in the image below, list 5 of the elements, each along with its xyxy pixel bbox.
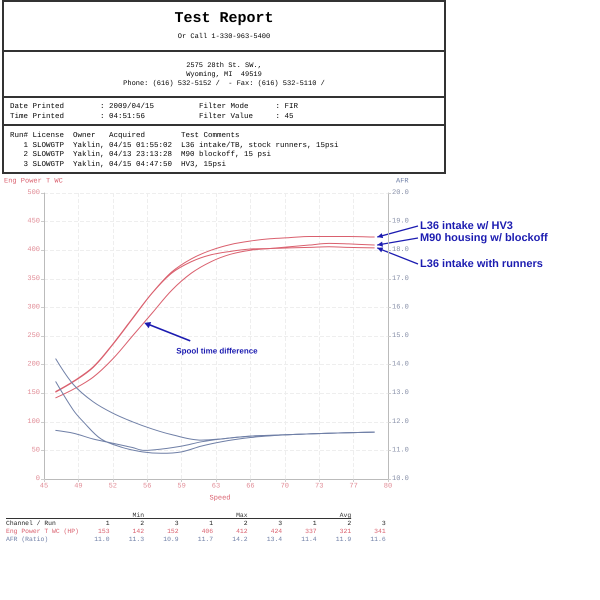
text: M90 housing w/ blockoff xyxy=(420,232,548,244)
text: L36 intake w/ HV3 xyxy=(420,220,513,232)
text: L36 intake with runners xyxy=(420,258,543,270)
chart-title: Test Report xyxy=(173,10,275,27)
annotation: Spool time difference xyxy=(176,346,258,356)
